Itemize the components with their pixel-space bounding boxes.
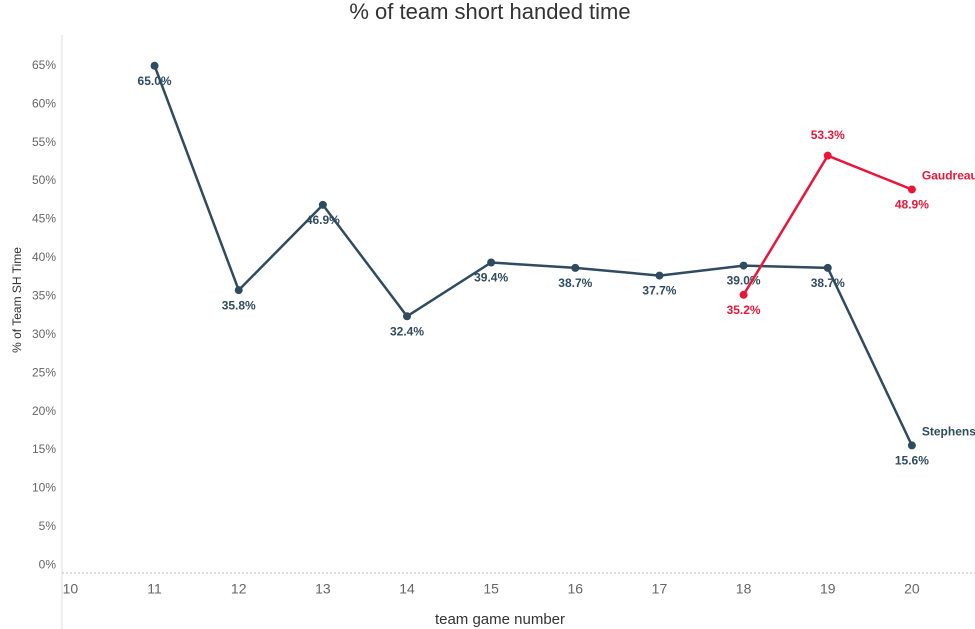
x-tick-label: 14 [399, 581, 415, 597]
data-label: 35.2% [727, 303, 761, 317]
point [907, 441, 916, 450]
y-tick-label: 30% [32, 327, 56, 341]
y-tick-label: 0% [39, 557, 57, 571]
y-tick-label: 45% [32, 212, 56, 226]
data-label: 65.0% [138, 74, 172, 88]
series-label: Gaudreau [922, 169, 975, 183]
x-tick-label: 16 [568, 581, 584, 597]
point [823, 151, 832, 160]
chart-title: % of team short handed time [349, 0, 630, 24]
point [823, 263, 832, 272]
y-tick-label: 40% [32, 250, 56, 264]
x-axis-title: team game number [435, 611, 565, 628]
data-label: 39.4% [474, 271, 508, 285]
y-tick-label: 55% [32, 135, 56, 149]
y-axis-title: % of Team SH Time [10, 247, 24, 353]
point [655, 271, 664, 280]
line [742, 154, 913, 296]
point [150, 61, 159, 70]
x-tick-label: 13 [315, 581, 331, 597]
x-tick-label: 18 [736, 581, 752, 597]
y-tick-label: 25% [32, 365, 56, 379]
y-tick-label: 15% [32, 442, 56, 456]
y-tick-label: 65% [32, 58, 56, 72]
data-label: 35.8% [222, 298, 256, 312]
y-tick-label: 50% [32, 173, 56, 187]
y-tick-label: 10% [32, 481, 56, 495]
y-tick-label: 5% [39, 519, 57, 533]
point [571, 263, 580, 272]
data-label: 38.7% [811, 276, 845, 290]
y-tick-label: 35% [32, 288, 56, 302]
x-tick-label: 15 [483, 581, 499, 597]
point [403, 312, 412, 321]
x-tick-label: 12 [231, 581, 247, 597]
data-label: 48.9% [895, 198, 929, 212]
point [739, 261, 748, 270]
data-label: 46.9% [306, 213, 340, 227]
data-label: 32.4% [390, 324, 424, 338]
data-label: 37.7% [642, 284, 676, 298]
data-label: 39.0% [727, 274, 761, 288]
x-tick-label: 20 [904, 581, 920, 597]
x-tick-label: 17 [652, 581, 668, 597]
point [234, 286, 243, 295]
x-tick-label: 10 [63, 581, 79, 597]
point [487, 258, 496, 267]
line [153, 65, 914, 446]
data-label: 53.3% [811, 128, 845, 142]
y-tick-label: 60% [32, 96, 56, 110]
series-label: Stephenson [922, 425, 975, 439]
x-tick-label: 19 [820, 581, 836, 597]
data-label: 38.7% [558, 276, 592, 290]
data-label: 15.6% [895, 454, 929, 468]
point [318, 200, 327, 209]
point [739, 290, 748, 299]
y-tick-label: 20% [32, 404, 56, 418]
x-tick-label: 11 [147, 581, 162, 597]
point [907, 185, 916, 194]
